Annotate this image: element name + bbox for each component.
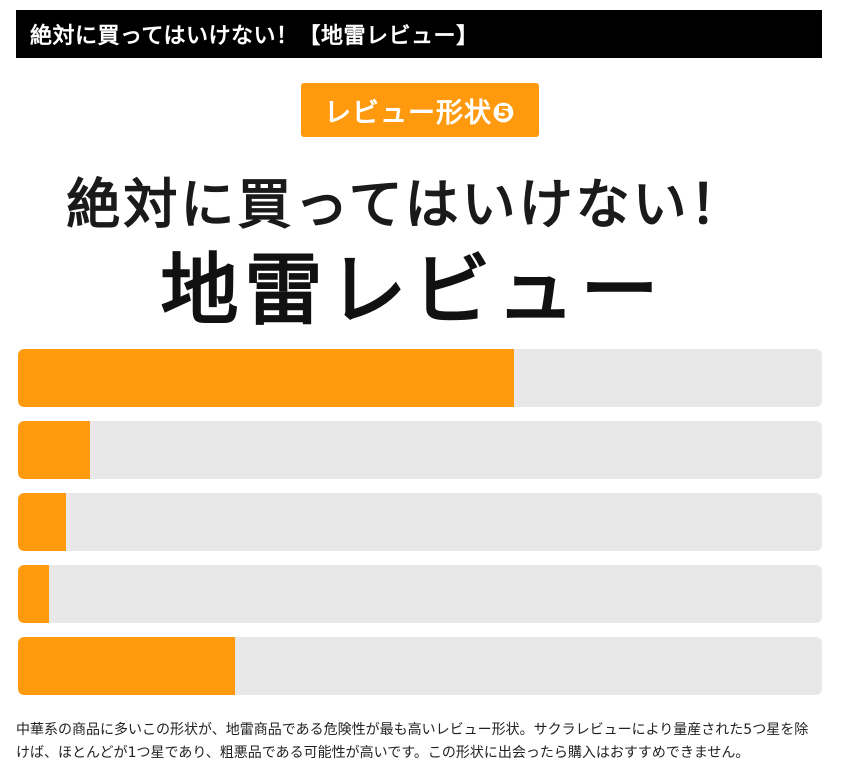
bar-fill-1 — [18, 349, 514, 407]
bar-track-1 — [18, 349, 822, 407]
section-title: 絶対に買ってはいけない！【地雷レビュー】 — [30, 24, 479, 49]
review-shape-badge: レビュー形状❺ — [301, 83, 539, 137]
bar-track-4 — [18, 565, 822, 623]
bar-fill-5 — [18, 637, 235, 695]
description-line-1: 中華系の商品に多いこの形状が、地雷商品である危険性が最も高いレビュー形状。サクラ… — [16, 722, 809, 738]
section-header: 絶対に買ってはいけない！【地雷レビュー】 — [16, 10, 822, 58]
rating-distribution-chart — [18, 349, 822, 709]
headline-line1: 絶対に買ってはいけない！ — [66, 173, 747, 236]
bar-track-5 — [18, 637, 822, 695]
bar-fill-3 — [18, 493, 66, 551]
bar-track-3 — [18, 493, 822, 551]
bar-fill-4 — [18, 565, 49, 623]
description-text: 中華系の商品に多いこの形状が、地雷商品である危険性が最も高いレビュー形状。サクラ… — [16, 719, 828, 765]
bar-track-2 — [18, 421, 822, 479]
headline-line2: 地雷レビュー — [160, 246, 665, 336]
bar-fill-2 — [18, 421, 90, 479]
description-line-2: けば、ほとんどが1つ星であり、粗悪品である可能性が高いです。この形状に出会ったら… — [16, 745, 750, 761]
